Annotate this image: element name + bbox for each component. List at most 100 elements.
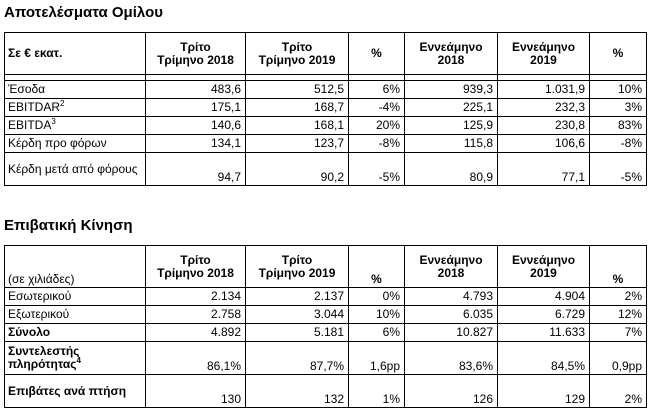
header-line1: Εννεάμηνο	[511, 252, 576, 267]
cell: 232,3	[497, 98, 590, 117]
corner-label: (σε χιλιάδες)	[4, 245, 146, 288]
cell: 83%	[589, 116, 647, 135]
cell: 4.904	[497, 287, 590, 306]
footnote-marker: 3	[51, 117, 56, 126]
cell: 84,5%	[497, 341, 590, 375]
table-row: EBITDA3 140,6 168,1 20% 125,9 230,8 83%	[4, 116, 647, 135]
header-line2: 2019	[530, 265, 557, 280]
table-header-row: (σε χιλιάδες) Τρίτο Τρίμηνο 2018 Τρίτο Τρί…	[4, 245, 647, 288]
cell: 80,9	[404, 152, 498, 186]
table-row: EBITDAR2 175,1 168,7 -4% 225,1 232,3 3%	[4, 98, 647, 117]
cell: 10%	[348, 305, 405, 324]
cell: 1,6pp	[348, 341, 405, 375]
header-line2: Τρίμηνο 2018	[157, 52, 234, 67]
corner-label: Σε € εκατ.	[4, 32, 146, 75]
header-line1: %	[371, 46, 382, 60]
table-row: Συντελεστής πληρότητας4 86,1% 87,7% 1,6p…	[4, 341, 647, 375]
cell: 5.181	[245, 323, 349, 342]
cell: 87,7%	[245, 341, 349, 375]
footnote-marker: 2	[60, 99, 65, 108]
row-label-pretax-profit: Κέρδη προ φόρων	[4, 134, 146, 153]
cell: 168,7	[245, 98, 349, 117]
header-line1: Τρίτο	[281, 39, 313, 54]
cell: 2%	[589, 287, 647, 306]
cell: 132	[245, 374, 349, 408]
cell: 1.031,9	[497, 80, 590, 99]
cell: 2.137	[245, 287, 349, 306]
table-header-row: Σε € εκατ. Τρίτο Τρίμηνο 2018 Τρίτο Τρίμην…	[4, 32, 647, 75]
header-line2: Τρίμηνο 2019	[258, 52, 336, 67]
footnote-marker: 4	[76, 356, 81, 365]
cell: 2%	[589, 374, 647, 408]
header-9m-2019: Εννεάμηνο 2019	[497, 32, 590, 75]
cell: 123,7	[245, 134, 349, 153]
cell: -5%	[589, 152, 647, 186]
header-line1: %	[612, 46, 624, 60]
table-row: Έσοδα 483,6 512,5 6% 939,3 1.031,9 10%	[4, 80, 647, 99]
cell: -4%	[348, 98, 405, 117]
cell: 130	[145, 374, 246, 408]
header-line1: %	[612, 272, 624, 286]
cell: 6%	[348, 323, 405, 342]
cell: -8%	[348, 134, 405, 153]
header-9m-2018: Εννεάμηνο 2018	[404, 245, 498, 288]
cell: 512,5	[245, 80, 349, 99]
header-line1: Τρίτο	[180, 39, 211, 54]
header-pct-quarter: %	[348, 32, 405, 75]
cell: 225,1	[404, 98, 498, 117]
row-label-text: EBITDAR	[8, 100, 61, 114]
header-line2: 2018	[437, 52, 465, 67]
row-label-total: Σύνολο	[4, 323, 146, 342]
table-row: Σύνολο 4.892 5.181 6% 10.827 11.633 7%	[4, 323, 647, 342]
spacer-row	[4, 74, 647, 81]
header-line1: Τρίτο	[281, 252, 313, 267]
group-results-title: Αποτελέσματα Ομίλου	[4, 4, 163, 21]
passenger-traffic-title: Επιβατική Κίνηση	[4, 217, 133, 234]
header-line1: Εννεάμηνο	[419, 39, 483, 54]
cell: 175,1	[145, 98, 246, 117]
row-label-international: Εξωτερικού	[4, 305, 146, 324]
header-q3-2018: Τρίτο Τρίμηνο 2018	[145, 32, 246, 75]
cell: 106,6	[497, 134, 590, 153]
cell: 483,6	[145, 80, 246, 99]
cell: 0,9pp	[589, 341, 647, 375]
cell: 939,3	[404, 80, 498, 99]
cell: 7%	[589, 323, 647, 342]
header-q3-2018: Τρίτο Τρίμηνο 2018	[145, 245, 246, 288]
cell: 20%	[348, 116, 405, 135]
row-label-ebitdar: EBITDAR2	[4, 98, 146, 117]
cell: 77,1	[497, 152, 590, 186]
cell: 6.729	[497, 305, 590, 324]
row-label-revenue: Έσοδα	[4, 80, 146, 99]
header-pct-9m: %	[589, 245, 647, 288]
cell: 134,1	[145, 134, 246, 153]
row-label-after-tax-profit: Κέρδη μετά από φόρους	[4, 152, 146, 186]
header-line1: Εννεάμηνο	[419, 252, 483, 267]
header-9m-2019: Εννεάμηνο 2019	[497, 245, 590, 288]
cell: 140,6	[145, 116, 246, 135]
table-row: Κέρδη προ φόρων 134,1 123,7 -8% 115,8 10…	[4, 134, 647, 153]
header-line1: %	[371, 272, 382, 286]
cell: 86,1%	[145, 341, 246, 375]
header-line1: Τρίτο	[180, 252, 211, 267]
header-line1: Εννεάμηνο	[511, 39, 576, 54]
header-9m-2018: Εννεάμηνο 2018	[404, 32, 498, 75]
row-label-domestic: Εσωτερικού	[4, 287, 146, 306]
cell: -8%	[589, 134, 647, 153]
row-label-load-factor: Συντελεστής πληρότητας4	[4, 341, 146, 375]
cell: 115,8	[404, 134, 498, 153]
table-row: Κέρδη μετά από φόρους 94,7 90,2 -5% 80,9…	[4, 152, 647, 186]
header-line2: Τρίμηνο 2018	[157, 265, 234, 280]
cell: 2.134	[145, 287, 246, 306]
row-label-text: Συντελεστής πληρότητας	[8, 344, 80, 371]
passenger-traffic-table: (σε χιλιάδες) Τρίτο Τρίμηνο 2018 Τρίτο Τρί…	[4, 245, 647, 408]
header-line2: 2018	[437, 265, 465, 280]
cell: 6.035	[404, 305, 498, 324]
cell: 94,7	[145, 152, 246, 186]
table-row: Επιβάτες ανά πτήση 130 132 1% 126 129 2%	[4, 374, 647, 408]
row-label-text: EBITDA	[8, 118, 52, 132]
cell: 168,1	[245, 116, 349, 135]
group-results-table: Σε € εκατ. Τρίτο Τρίμηνο 2018 Τρίτο Τρίμην…	[4, 32, 647, 186]
cell: 90,2	[245, 152, 349, 186]
cell: 12%	[589, 305, 647, 324]
